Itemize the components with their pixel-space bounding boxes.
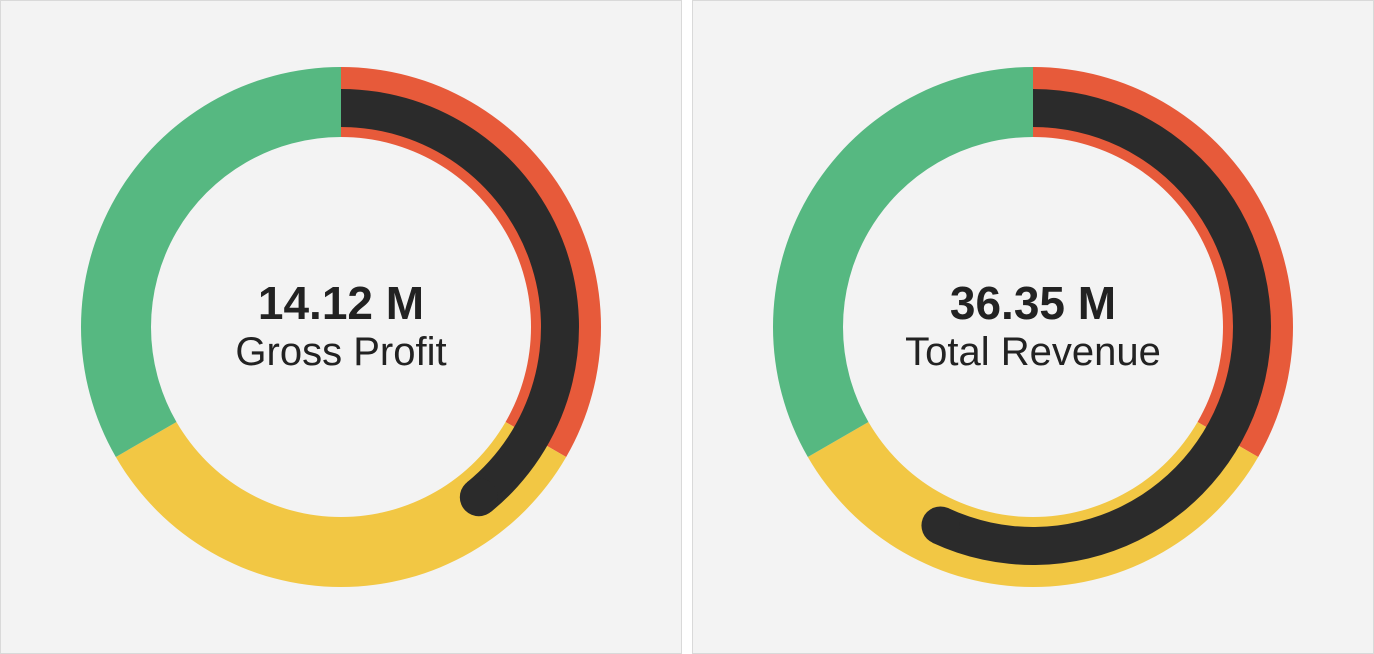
donut-gauge-svg — [61, 47, 621, 607]
gauge-total-revenue: 36.35 M Total Revenue — [753, 47, 1313, 607]
gauge-indicator-cap — [921, 506, 959, 544]
panel-total-revenue: 36.35 M Total Revenue — [692, 0, 1374, 654]
gauge-gross-profit: 14.12 M Gross Profit — [61, 47, 621, 607]
gauge-indicator-cap — [460, 478, 498, 516]
gauge-indicator-arc — [341, 89, 579, 512]
donut-gauge-svg — [753, 47, 1313, 607]
dashboard: 14.12 M Gross Profit 36.35 M Total Reven… — [0, 0, 1374, 654]
panel-gross-profit: 14.12 M Gross Profit — [0, 0, 682, 654]
gauge-segment-green — [81, 67, 341, 457]
gauge-segment-green — [773, 67, 1033, 457]
